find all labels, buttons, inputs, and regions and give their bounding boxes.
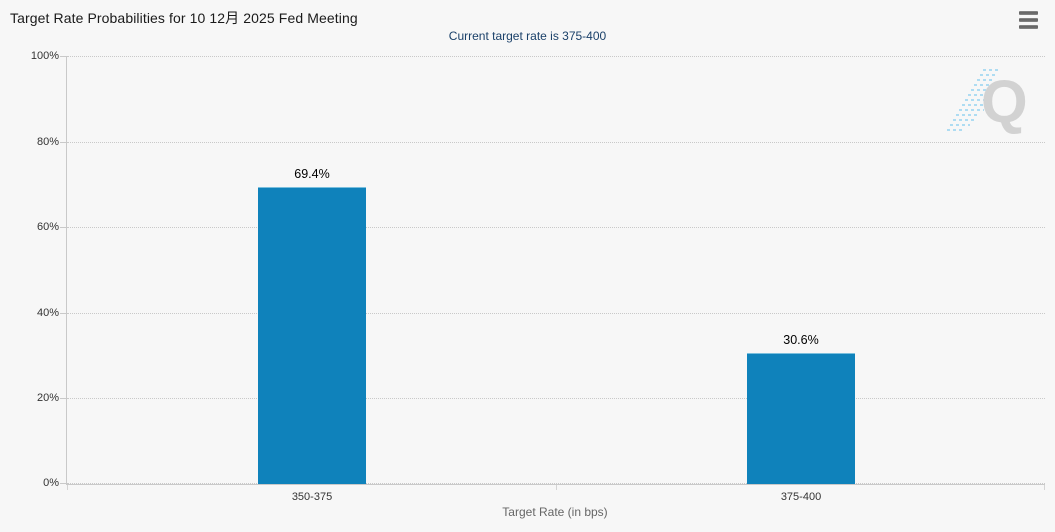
quikstrike-watermark-logo: Q <box>947 68 1028 134</box>
watermark-q-letter: Q <box>981 68 1028 134</box>
hamburger-icon <box>1019 18 1038 22</box>
chart-title: Target Rate Probabilities for 10 12月 202… <box>10 10 358 26</box>
y-tick-label: 100% <box>30 50 59 62</box>
x-axis-tick <box>67 485 68 490</box>
y-tick-label: 0% <box>43 477 59 489</box>
plot-area: Q 0% 20% 40% 60% 80% 100% 69.4% 350-375 30.6% 375… <box>31 50 1045 503</box>
y-axis-tick <box>60 142 67 143</box>
hamburger-icon <box>1019 11 1038 15</box>
y-gridline <box>67 313 1045 314</box>
x-axis-tick <box>556 485 557 490</box>
y-gridline <box>67 483 1045 484</box>
y-axis-tick <box>60 313 67 314</box>
hamburger-icon <box>1019 25 1038 29</box>
x-category-label: 375-400 <box>780 491 822 503</box>
bar-value-label: 69.4% <box>294 167 330 181</box>
y-gridline <box>67 56 1045 57</box>
y-tick-label: 20% <box>36 392 59 404</box>
y-gridline <box>67 142 1045 143</box>
y-axis-tick <box>60 227 67 228</box>
y-tick-label: 60% <box>36 221 59 233</box>
y-tick-label: 80% <box>36 136 59 148</box>
x-category-label: 350-375 <box>291 491 333 503</box>
bar-value-label: 30.6% <box>783 333 819 347</box>
hamburger-menu-button[interactable] <box>1016 9 1042 31</box>
y-axis-tick <box>60 398 67 399</box>
y-tick-label: 40% <box>36 307 59 319</box>
y-axis-tick <box>60 483 67 484</box>
chart-subtitle: Current target rate is 375-400 <box>448 29 607 43</box>
y-axis-tick <box>60 56 67 57</box>
x-axis-tick <box>1044 485 1045 490</box>
probability-bar[interactable] <box>747 353 855 484</box>
y-gridline <box>67 398 1045 399</box>
probability-bar[interactable] <box>258 187 366 484</box>
x-axis-title: Target Rate (in bps) <box>502 505 608 519</box>
y-gridline <box>67 227 1045 228</box>
